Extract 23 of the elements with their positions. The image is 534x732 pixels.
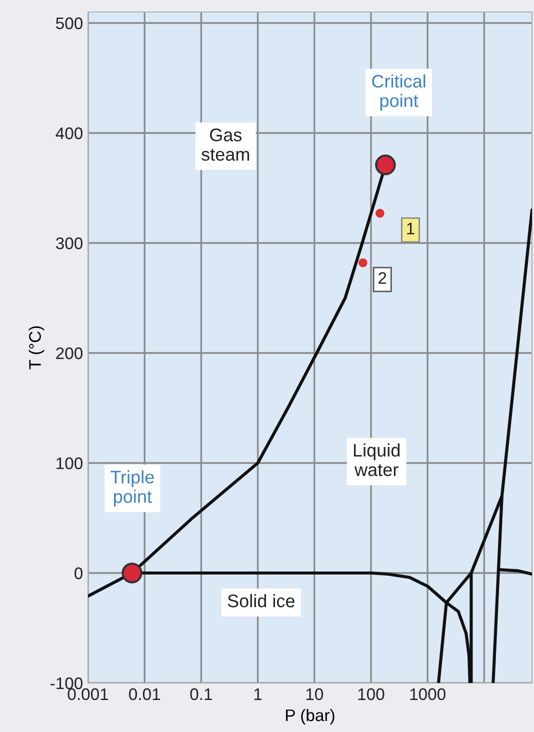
y-tick-label: 0 [74, 567, 82, 580]
x-axis-title: P (bar) [286, 708, 334, 724]
y-tick-label: 400 [56, 127, 82, 140]
y-tick-label: 300 [56, 237, 82, 250]
annotation: Gas steam [202, 128, 250, 161]
x-tick-label: 10 [306, 688, 323, 700]
y-tick-label: 500 [56, 17, 82, 30]
x-tick-label: 1000 [410, 688, 446, 700]
y-tick-label: 100 [56, 457, 82, 470]
annotation: Critical point [372, 74, 426, 111]
annotation: 1 [407, 222, 414, 234]
y-axis-title: T (°C) [28, 326, 44, 370]
x-tick-label: 100 [358, 688, 384, 700]
x-tick-label: 0.1 [190, 688, 212, 700]
x-tick-label: 0.01 [129, 688, 160, 700]
y-tick-label: 200 [56, 347, 82, 360]
y-tick-label: -100 [50, 677, 82, 690]
annotation: 2 [378, 272, 386, 284]
x-tick-label: 0.001 [68, 688, 108, 700]
annotation: Liquid water [354, 443, 400, 476]
annotation: Solid ice [228, 594, 294, 608]
annotation: Triple point [110, 470, 154, 507]
x-tick-label: 1 [254, 688, 262, 700]
